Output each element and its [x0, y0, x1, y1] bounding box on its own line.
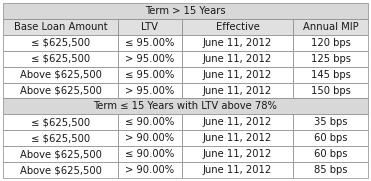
Text: Above $625,500: Above $625,500 [20, 85, 101, 96]
Text: > 90.00%: > 90.00% [125, 165, 174, 175]
Text: > 95.00%: > 95.00% [125, 54, 174, 64]
Bar [293, 83, 368, 98]
Bar [3, 98, 368, 114]
Bar [3, 19, 118, 35]
Bar [293, 67, 368, 83]
Bar [293, 146, 368, 162]
Bar [182, 83, 293, 98]
Text: June 11, 2012: June 11, 2012 [203, 133, 272, 143]
Bar [3, 130, 118, 146]
Bar [293, 35, 368, 51]
Bar [182, 130, 293, 146]
Bar [182, 35, 293, 51]
Bar [182, 51, 293, 67]
Bar [182, 19, 293, 35]
Bar [182, 114, 293, 130]
Text: ≤ $625,500: ≤ $625,500 [31, 133, 90, 143]
Text: June 11, 2012: June 11, 2012 [203, 70, 272, 80]
Bar [118, 162, 182, 178]
Bar [118, 35, 182, 51]
Bar [3, 67, 118, 83]
Text: ≤ 95.00%: ≤ 95.00% [125, 38, 175, 48]
Text: June 11, 2012: June 11, 2012 [203, 149, 272, 159]
Text: 85 bps: 85 bps [314, 165, 347, 175]
Text: 60 bps: 60 bps [314, 133, 347, 143]
Bar [182, 162, 293, 178]
Text: > 95.00%: > 95.00% [125, 85, 174, 96]
Text: Above $625,500: Above $625,500 [20, 165, 101, 175]
Text: ≤ 95.00%: ≤ 95.00% [125, 70, 175, 80]
Bar [3, 83, 118, 98]
Bar [118, 83, 182, 98]
Text: June 11, 2012: June 11, 2012 [203, 38, 272, 48]
Text: 60 bps: 60 bps [314, 149, 347, 159]
Text: ≤ $625,500: ≤ $625,500 [31, 54, 90, 64]
Text: Annual MIP: Annual MIP [303, 22, 358, 32]
Bar [118, 67, 182, 83]
Text: 145 bps: 145 bps [311, 70, 351, 80]
Bar [293, 19, 368, 35]
Bar [3, 35, 118, 51]
Bar [293, 114, 368, 130]
Text: 35 bps: 35 bps [314, 117, 347, 127]
Bar [3, 3, 368, 19]
Text: ≤ $625,500: ≤ $625,500 [31, 38, 90, 48]
Bar [3, 114, 118, 130]
Text: ≤ $625,500: ≤ $625,500 [31, 117, 90, 127]
Text: June 11, 2012: June 11, 2012 [203, 165, 272, 175]
Text: Above $625,500: Above $625,500 [20, 70, 101, 80]
Text: June 11, 2012: June 11, 2012 [203, 54, 272, 64]
Bar [3, 162, 118, 178]
Text: LTV: LTV [141, 22, 158, 32]
Text: Effective: Effective [216, 22, 259, 32]
Text: 125 bps: 125 bps [311, 54, 351, 64]
Bar [293, 51, 368, 67]
Text: 150 bps: 150 bps [311, 85, 351, 96]
Bar [3, 51, 118, 67]
Bar [118, 114, 182, 130]
Text: Term ≤ 15 Years with LTV above 78%: Term ≤ 15 Years with LTV above 78% [93, 101, 278, 111]
Bar [118, 146, 182, 162]
Text: June 11, 2012: June 11, 2012 [203, 117, 272, 127]
Bar [293, 162, 368, 178]
Bar [182, 146, 293, 162]
Bar [293, 130, 368, 146]
Text: Base Loan Amount: Base Loan Amount [14, 22, 107, 32]
Bar [182, 67, 293, 83]
Text: ≤ 90.00%: ≤ 90.00% [125, 117, 174, 127]
Text: Term > 15 Years: Term > 15 Years [145, 6, 226, 16]
Text: Above $625,500: Above $625,500 [20, 149, 101, 159]
Text: > 90.00%: > 90.00% [125, 133, 174, 143]
Bar [118, 19, 182, 35]
Text: 120 bps: 120 bps [311, 38, 351, 48]
Text: June 11, 2012: June 11, 2012 [203, 85, 272, 96]
Text: ≤ 90.00%: ≤ 90.00% [125, 149, 174, 159]
Bar [118, 51, 182, 67]
Bar [3, 146, 118, 162]
Bar [118, 130, 182, 146]
